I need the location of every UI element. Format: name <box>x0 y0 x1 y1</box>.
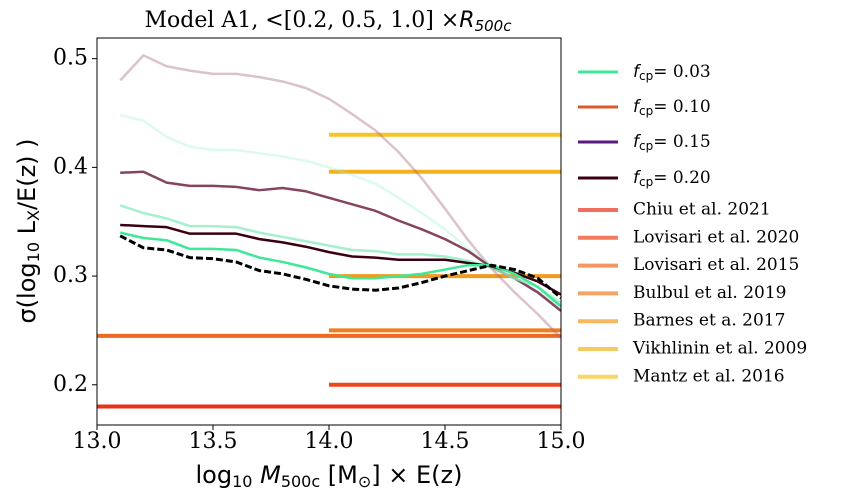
chart-title: Model A1, <[0.2, 0.5, 1.0] ×R500c <box>145 8 513 35</box>
series-line <box>119 231 562 308</box>
y-axis-label: σ(log10 LX/E(z) ) <box>13 138 43 323</box>
y-tick-label: 0.2 <box>53 372 88 397</box>
x-axis-label: log10 M500c [M⊙] × E(z) <box>196 461 463 491</box>
legend-label: fcp= 0.15 <box>633 132 711 153</box>
legend-label-part: cp <box>639 139 653 153</box>
legend-label: Lovisari et al. 2015 <box>633 255 799 275</box>
legend-label-part: f <box>633 168 642 188</box>
legend-label: Barnes et a. 2017 <box>633 311 785 331</box>
plot-frame <box>96 37 562 426</box>
legend-label-part: = 0.03 <box>653 62 711 82</box>
y-tick-label: 0.4 <box>53 154 88 179</box>
legend-label: Bulbul et al. 2019 <box>633 283 787 303</box>
series-line <box>119 113 562 308</box>
legend-label-part: f <box>633 97 642 117</box>
legend-label-part: f <box>633 62 642 82</box>
legend-label: fcp= 0.20 <box>633 168 711 189</box>
x-tick-label: 14.5 <box>421 429 470 454</box>
series-line <box>120 223 562 296</box>
y-tick-label: 0.3 <box>53 263 88 288</box>
legend-label-part: = 0.20 <box>653 168 711 188</box>
legend-label: Lovisari et al. 2020 <box>633 227 799 247</box>
x-tick-label: 15.0 <box>537 429 586 454</box>
series-line <box>119 54 562 339</box>
legend-label: fcp= 0.10 <box>633 97 711 118</box>
legend-label-part: = 0.15 <box>653 132 711 152</box>
legend-label: Vikhlinin et al. 2009 <box>632 339 807 359</box>
series-line <box>119 234 562 299</box>
legend-label-part: cp <box>639 175 653 189</box>
x-tick-label: 14.0 <box>305 429 354 454</box>
legend-label-part: = 0.10 <box>653 97 711 117</box>
legend-label: Chiu et al. 2021 <box>633 200 771 220</box>
x-tick-label: 13.0 <box>73 429 122 454</box>
legend-label: Mantz et al. 2016 <box>633 366 785 386</box>
series-line <box>120 170 562 312</box>
x-tick-label: 13.5 <box>189 429 238 454</box>
y-tick-label: 0.5 <box>53 46 88 71</box>
legend-label: fcp= 0.03 <box>633 62 711 83</box>
legend-label-part: f <box>633 132 642 152</box>
legend-label-part: cp <box>639 104 653 118</box>
legend-label-part: cp <box>639 69 653 83</box>
